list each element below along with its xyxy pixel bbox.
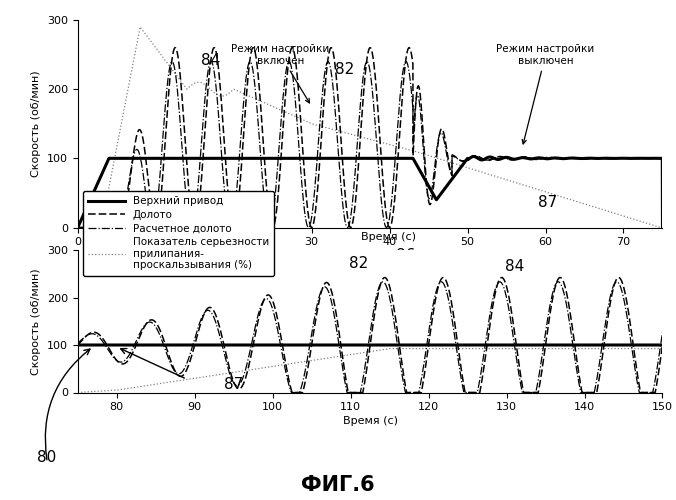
Text: 87: 87 <box>224 376 243 392</box>
Text: Режим настройки
выключен: Режим настройки выключен <box>496 44 595 144</box>
Text: 82: 82 <box>335 62 354 76</box>
Legend: Верхний привод, Долото, Расчетное долото, Показатель серьезности
прилипания-
про: Верхний привод, Долото, Расчетное долото… <box>83 191 274 276</box>
Text: 82: 82 <box>349 256 368 272</box>
Text: ФИГ.6: ФИГ.6 <box>301 475 375 495</box>
Text: Время (с): Время (с) <box>361 232 416 242</box>
Text: Режим настройки
включен: Режим настройки включен <box>231 44 330 103</box>
Text: 86: 86 <box>395 248 415 263</box>
Text: 84: 84 <box>505 259 524 274</box>
Y-axis label: Скорость (об/мин): Скорость (об/мин) <box>31 268 41 374</box>
Text: 80: 80 <box>37 450 56 465</box>
Text: 87: 87 <box>537 195 557 210</box>
Text: 84: 84 <box>201 54 220 68</box>
Y-axis label: Скорость (об/мин): Скорость (об/мин) <box>31 70 41 177</box>
X-axis label: Время (с): Время (с) <box>343 416 397 426</box>
